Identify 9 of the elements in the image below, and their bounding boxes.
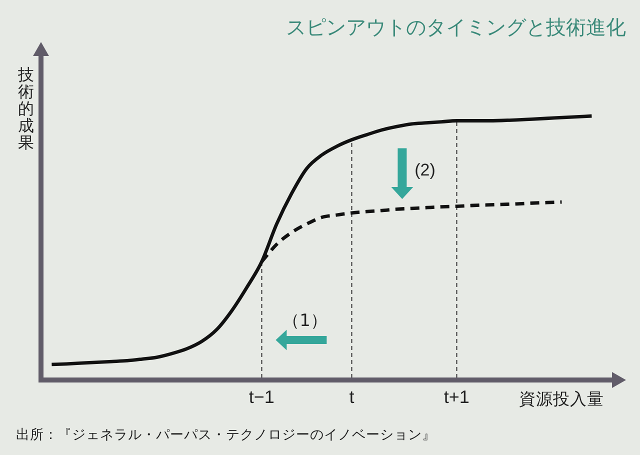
x-tick-label: t	[349, 387, 354, 407]
annotation: (2)	[414, 160, 436, 180]
x-tick-label: t−1	[248, 387, 274, 407]
x-axis-title: 資源投入量	[519, 390, 604, 408]
x-tick-label: t+1	[444, 387, 470, 407]
chart-title: スピンアウトのタイミングと技術進化	[286, 15, 626, 39]
y-axis-title: 技術的成果	[17, 65, 34, 152]
annotation: （1）	[282, 311, 328, 331]
text: 出所：『ジェネラル・パーパス・テクノロジーのイノベーション』	[16, 427, 436, 443]
